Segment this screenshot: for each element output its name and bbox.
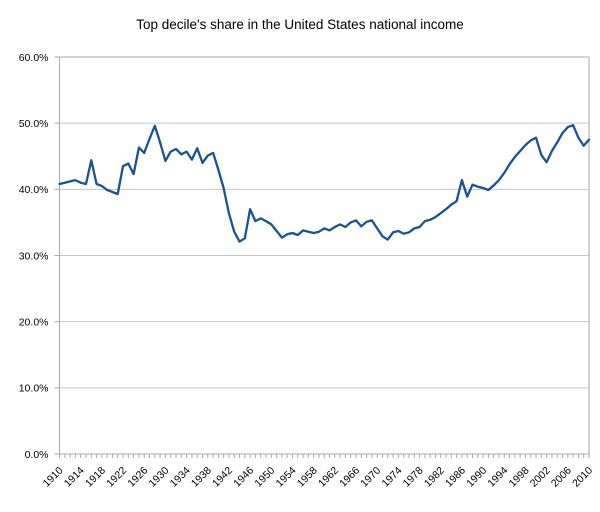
x-tick-label: 1974 <box>379 465 404 490</box>
y-tick-label: 60.0% <box>19 52 49 64</box>
x-tick-label: 1942 <box>210 465 235 490</box>
y-tick-label: 50.0% <box>19 118 49 130</box>
x-tick-label: 1990 <box>464 465 489 490</box>
x-tick-label: 1938 <box>189 465 214 490</box>
x-tick-label: 1950 <box>252 465 277 490</box>
x-tick-label: 1986 <box>443 465 468 490</box>
x-tick-label: 1934 <box>168 465 193 490</box>
x-tick-label: 1910 <box>41 465 66 490</box>
y-tick-label: 20.0% <box>19 316 49 328</box>
x-tick-label: 1954 <box>274 465 299 490</box>
y-tick-label: 30.0% <box>19 250 49 262</box>
chart-title: Top decile's share in the United States … <box>136 17 464 32</box>
x-tick-label: 1982 <box>422 465 447 490</box>
y-tick-label: 10.0% <box>19 383 49 395</box>
x-tick-label: 2006 <box>549 465 574 490</box>
y-tick-label: 40.0% <box>19 184 49 196</box>
x-tick-label: 1978 <box>401 465 426 490</box>
x-tick-label: 1958 <box>295 465 320 490</box>
x-tick-label: 1998 <box>507 465 532 490</box>
x-tick-label: 1930 <box>147 465 172 490</box>
x-tick-label: 2002 <box>528 465 553 490</box>
x-tick-label: 2010 <box>570 465 595 490</box>
x-tick-label: 1922 <box>104 465 129 490</box>
y-tick-label: 0.0% <box>25 449 49 461</box>
series-line <box>58 124 591 243</box>
x-tick-label: 1918 <box>83 465 108 490</box>
x-tick-label: 1970 <box>358 465 383 490</box>
x-tick-label: 1962 <box>316 465 341 490</box>
x-tick-label: 1946 <box>231 465 256 490</box>
x-tick-label: 1994 <box>485 465 510 490</box>
x-tick-label: 1914 <box>62 465 87 490</box>
x-tick-label: 1966 <box>337 465 362 490</box>
x-tick-label: 1926 <box>125 465 150 490</box>
